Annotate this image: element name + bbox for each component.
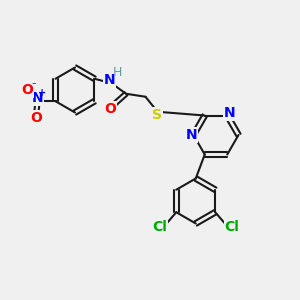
Text: S: S [152, 108, 163, 122]
Text: Cl: Cl [152, 220, 167, 234]
Text: H: H [113, 66, 123, 79]
Text: N: N [32, 91, 43, 105]
Text: -: - [32, 77, 36, 90]
Text: O: O [30, 111, 42, 125]
Text: +: + [38, 88, 46, 98]
Text: N: N [186, 128, 197, 142]
Text: N: N [104, 73, 115, 87]
Text: Cl: Cl [224, 220, 239, 234]
Text: N: N [224, 106, 235, 120]
Text: O: O [21, 83, 33, 97]
Text: O: O [104, 102, 116, 116]
